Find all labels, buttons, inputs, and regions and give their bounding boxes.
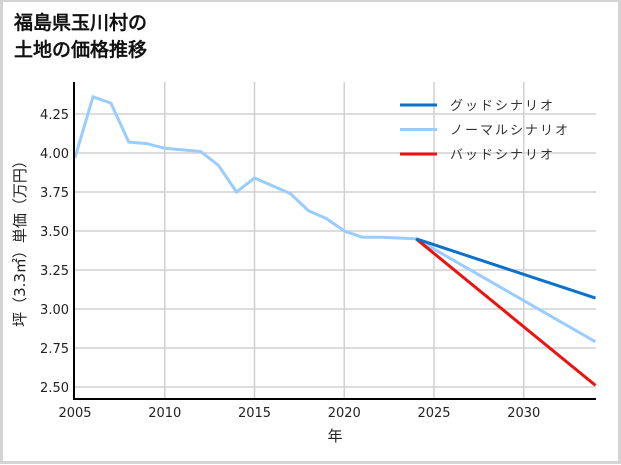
y-tick-label: 2.50 <box>40 381 69 396</box>
chart-title-line-2: 土地の価格推移 <box>14 39 148 61</box>
legend-label: ノーマルシナリオ <box>450 124 570 139</box>
legend-item-1: ノーマルシナリオ <box>400 124 570 139</box>
series-line-2 <box>415 237 597 387</box>
y-tick-label: 2.75 <box>40 342 69 357</box>
legend-label: グッドシナリオ <box>450 99 555 114</box>
chart-title-line-1: 福島県玉川村の <box>14 12 148 34</box>
legend-item-0: グッドシナリオ <box>400 99 555 114</box>
series-lines <box>73 94 597 387</box>
y-tick-label: 3.50 <box>40 225 69 240</box>
y-tick-label: 4.25 <box>40 108 69 123</box>
x-tick-label: 2025 <box>417 406 450 421</box>
y-tick-labels: 2.50 2.75 3.00 3.25 3.50 3.75 4.00 4.25 <box>40 108 69 396</box>
x-axis-title: 年 <box>327 427 342 445</box>
series-line-1 <box>73 94 597 344</box>
x-tick-label: 2005 <box>58 406 91 421</box>
legend-item-2: バッドシナリオ <box>400 148 555 163</box>
x-tick-label: 2020 <box>328 406 361 421</box>
y-tick-label: 3.25 <box>40 264 69 279</box>
series-line-0 <box>415 237 596 300</box>
y-tick-label: 3.75 <box>40 186 69 201</box>
axes <box>73 82 596 400</box>
chart-title: 福島県玉川村の 土地の価格推移 <box>14 10 147 64</box>
x-tick-labels: 2005 2010 2015 2020 2025 2030 <box>58 406 540 421</box>
x-tick-label: 2030 <box>507 406 540 421</box>
y-axis-title: 坪（3.3㎡）単価（万円） <box>11 153 29 327</box>
legend-label: バッドシナリオ <box>450 148 555 163</box>
y-tick-label: 3.00 <box>40 303 69 318</box>
x-tick-label: 2010 <box>148 406 181 421</box>
x-tick-label: 2015 <box>238 406 271 421</box>
y-tick-label: 4.00 <box>40 147 69 162</box>
